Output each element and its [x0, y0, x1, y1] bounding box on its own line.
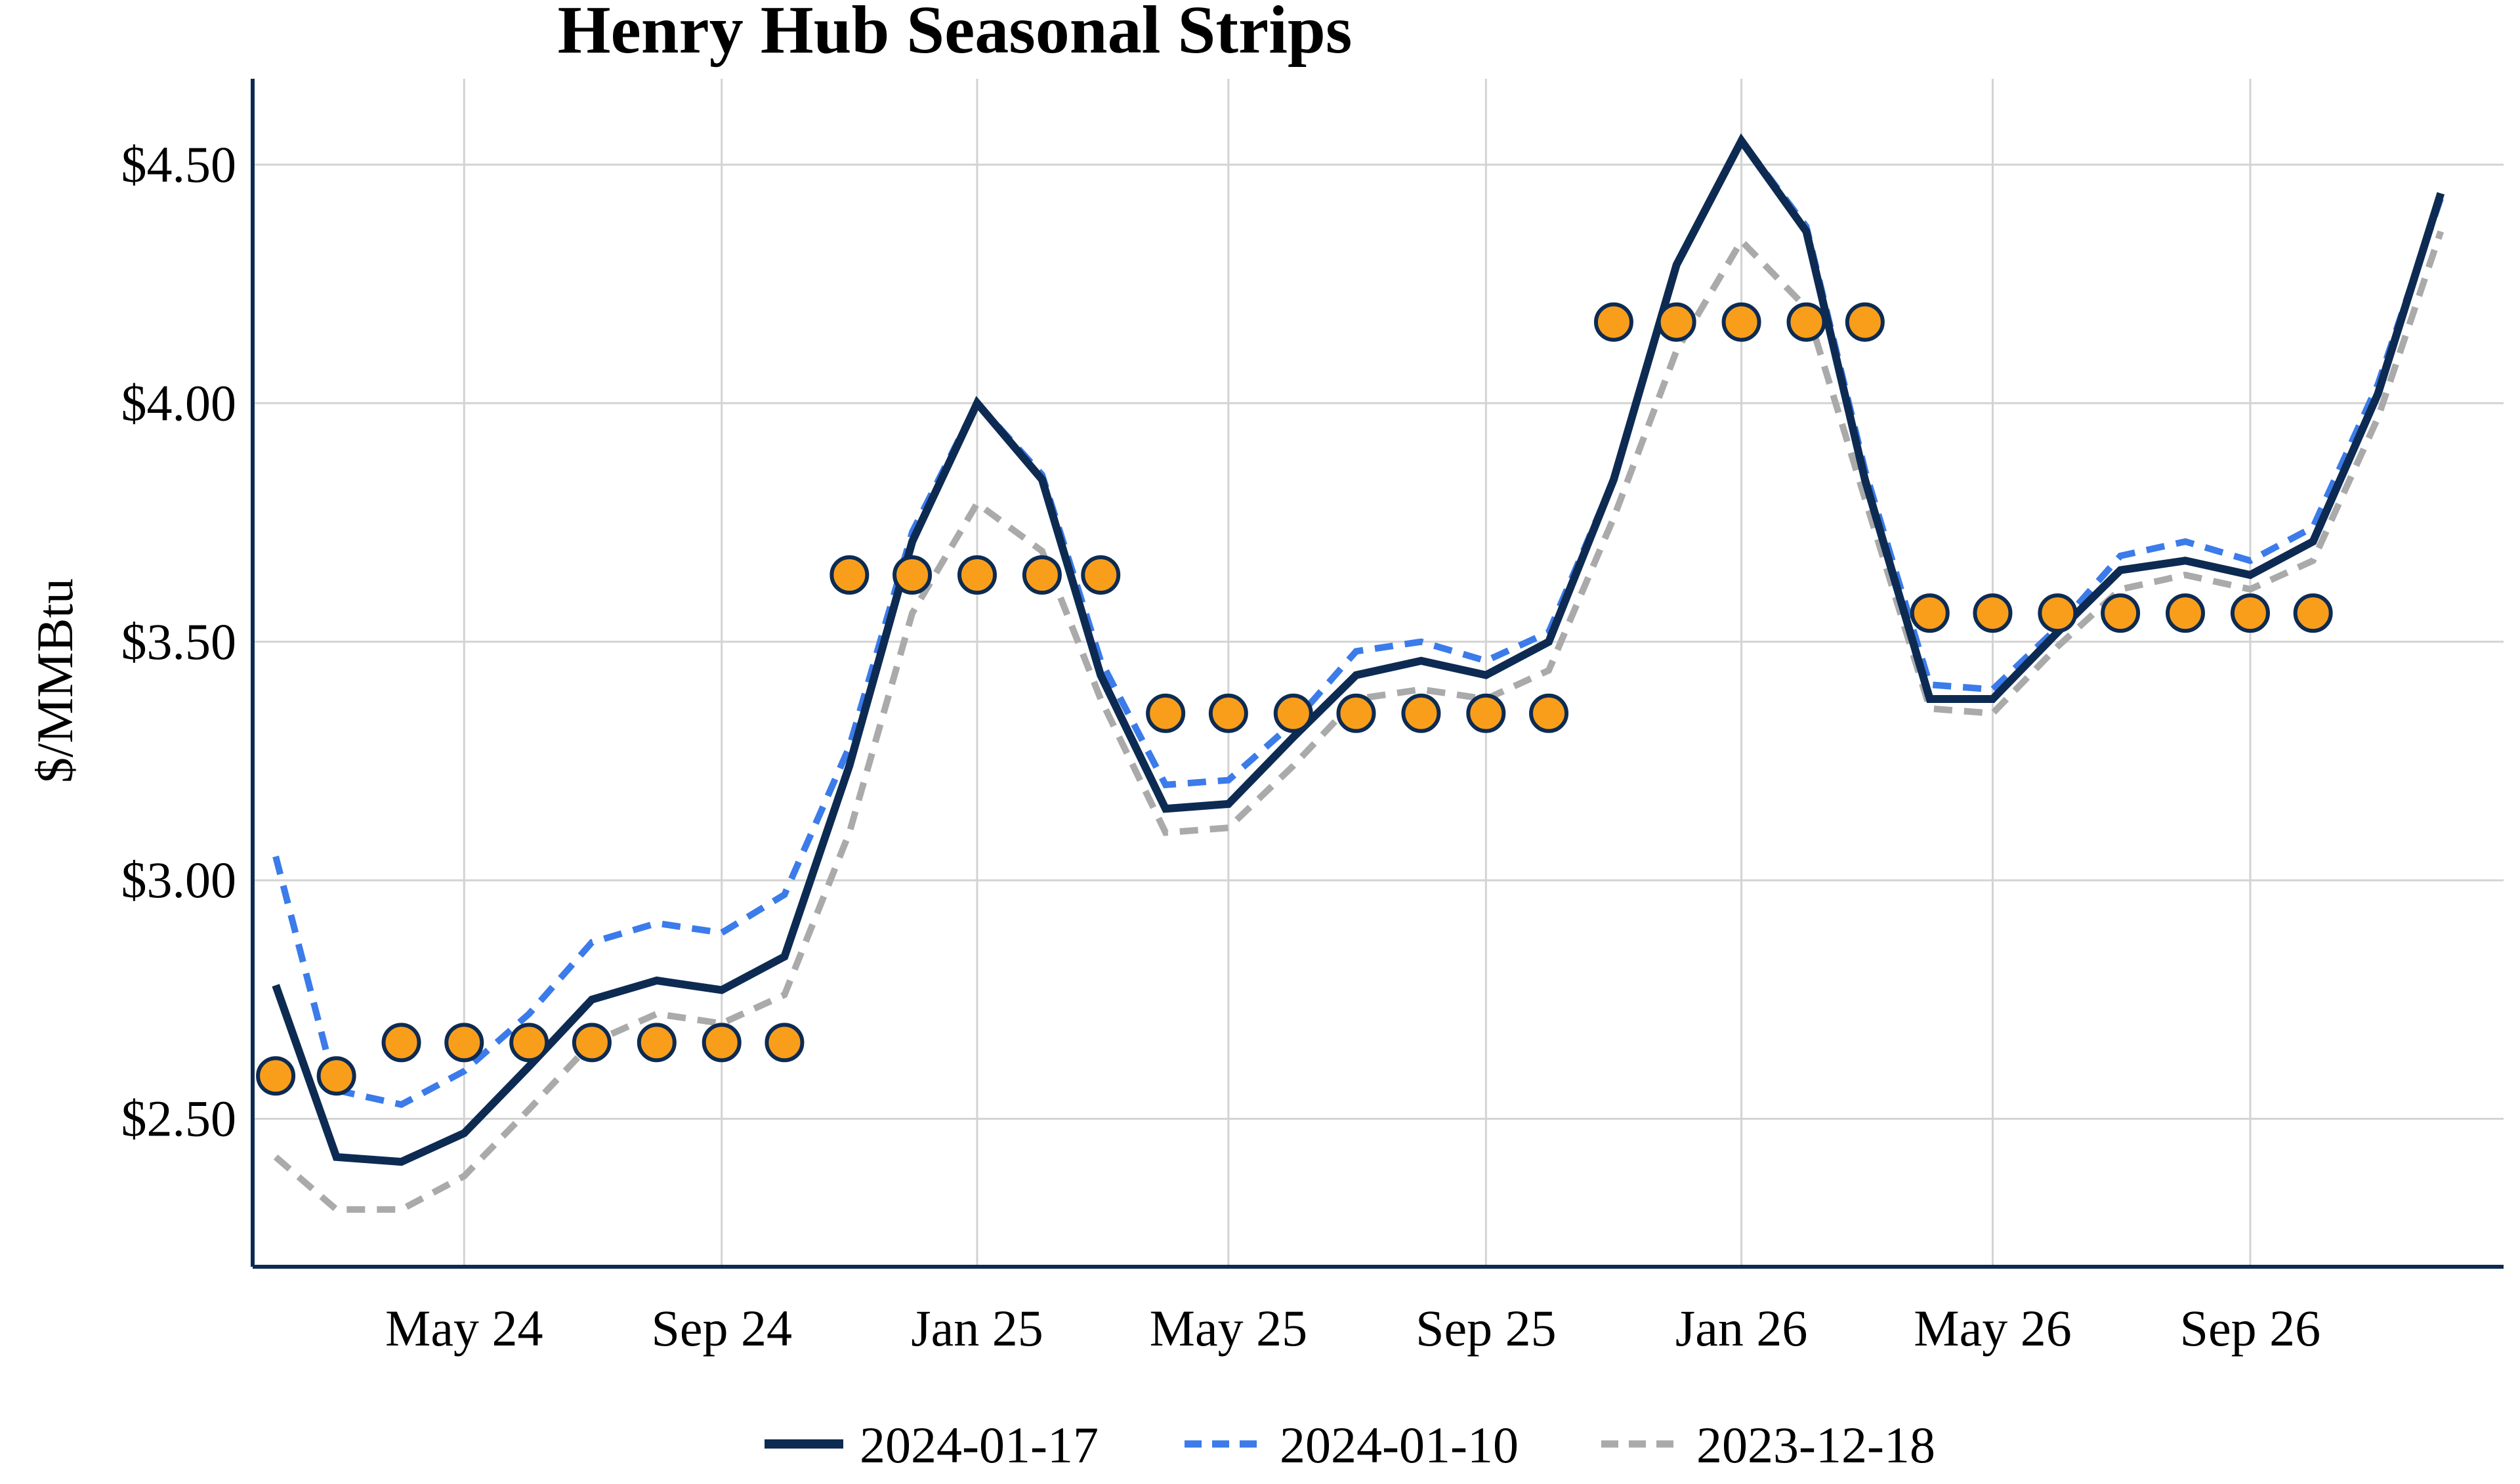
strip-marker [1910, 593, 1950, 633]
strip-marker [1973, 593, 2013, 633]
legend-label: 2024-01-17 [860, 1416, 1099, 1473]
chart-title: Henry Hub Seasonal Strips [558, 0, 1353, 68]
y-tick-label: $4.50 [121, 136, 237, 193]
strip-marker [572, 1023, 612, 1063]
x-tick-label: Sep 24 [651, 1300, 792, 1357]
strip-marker [316, 1056, 356, 1096]
strip-marker [2166, 593, 2206, 633]
strip-marker [637, 1023, 677, 1063]
strip-marker [2230, 593, 2270, 633]
legend-label: 2024-01-10 [1280, 1416, 1519, 1473]
x-tick-label: Jan 26 [1675, 1300, 1807, 1357]
strip-marker [1593, 302, 1633, 342]
y-tick-label: $3.50 [121, 613, 237, 670]
strip-marker [2293, 593, 2333, 633]
grid-lines [253, 79, 2504, 1267]
strip-marker [1022, 555, 1062, 595]
strip-marker [1656, 302, 1696, 342]
strip-marker [1336, 693, 1376, 733]
x-tick-label: May 25 [1150, 1300, 1307, 1357]
y-tick-label: $4.00 [121, 374, 237, 431]
strip-marker [1845, 302, 1885, 342]
tick-labels: $2.50 $3.00 $3.50 $4.00 $4.50 May 24 Sep 24 Jan… [121, 136, 2321, 1357]
strip-marker [1208, 693, 1248, 733]
strip-marker [1786, 302, 1826, 342]
y-axis-title: $/MMBtu [26, 578, 83, 783]
series-lines [272, 133, 2445, 1213]
axes [251, 79, 2504, 1269]
legend: 2024-01-17 2024-01-10 2023-12-18 [765, 1416, 1935, 1473]
strip-marker [1529, 693, 1569, 733]
x-tick-label: Sep 25 [1416, 1300, 1557, 1357]
x-tick-label: May 24 [385, 1300, 543, 1357]
strip-marker [1081, 555, 1121, 595]
y-tick-label: $3.00 [121, 851, 237, 908]
x-tick-label: Jan 25 [911, 1300, 1043, 1357]
strip-marker [1146, 693, 1186, 733]
strip-marker [1721, 302, 1761, 342]
strip-marker [765, 1023, 805, 1063]
strip-marker [830, 555, 870, 595]
y-tick-label: $2.50 [121, 1090, 237, 1147]
strip-marker [509, 1023, 549, 1063]
strip-marker [892, 555, 933, 595]
strip-marker [381, 1023, 421, 1063]
strip-marker [444, 1023, 484, 1063]
x-tick-label: May 26 [1914, 1300, 2071, 1357]
strip-marker [957, 555, 997, 595]
strip-marker [1466, 693, 1506, 733]
legend-label: 2023-12-18 [1696, 1416, 1935, 1473]
strip-markers [256, 302, 2333, 1096]
strip-marker [1273, 693, 1313, 733]
strip-marker [2101, 593, 2141, 633]
series-line-2024-01-17 [272, 133, 2445, 1166]
series-line-2024-01-10 [272, 135, 2445, 1109]
x-tick-label: Sep 26 [2180, 1300, 2321, 1357]
strip-marker [2038, 593, 2078, 633]
strip-marker [1401, 693, 1441, 733]
strip-marker [702, 1023, 742, 1063]
strip-marker [256, 1056, 296, 1096]
